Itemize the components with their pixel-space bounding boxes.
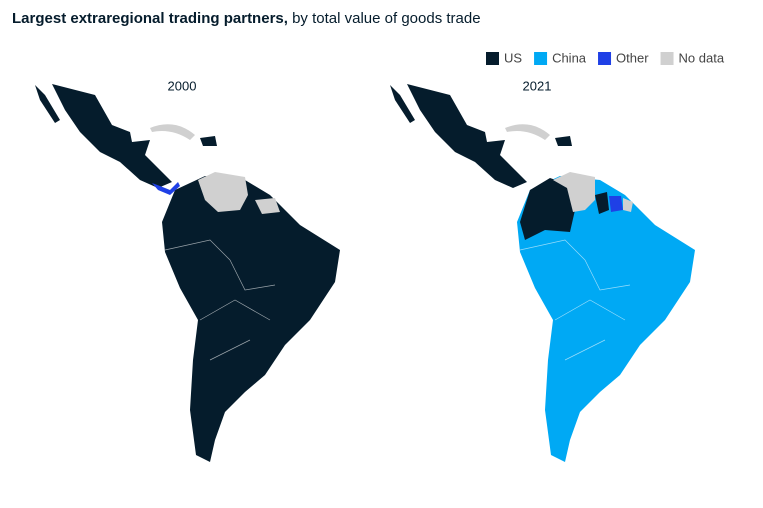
legend-label: Other [616,50,649,65]
legend-label: No data [679,50,725,65]
region [200,136,217,146]
legend-label: US [504,50,522,65]
region [198,172,248,212]
region [609,196,623,212]
region [555,136,572,146]
legend: US China Other No data [486,50,725,65]
title-bold: Largest extraregional trading partners, [12,10,288,27]
region [595,192,609,214]
map-2000 [35,84,340,462]
legend-swatch [534,52,548,65]
region [553,172,595,212]
legend-swatch [598,52,612,65]
region [505,124,550,140]
title-rest: by total value of goods trade [292,10,480,27]
region [150,124,195,140]
region [35,85,60,123]
region [390,85,415,123]
map-2021 [390,84,695,462]
map-label: 2000 [168,78,197,93]
region [152,182,180,195]
title: Largest extraregional trading partners, … [12,10,481,27]
region [623,198,633,212]
region [255,198,280,214]
region [407,84,527,188]
region [517,176,695,462]
region [162,176,340,462]
region [52,84,172,188]
map-label: 2021 [523,78,552,93]
legend-swatch [660,52,674,65]
legend-swatch [486,52,499,65]
region [520,178,575,240]
legend-label: China [552,50,587,65]
